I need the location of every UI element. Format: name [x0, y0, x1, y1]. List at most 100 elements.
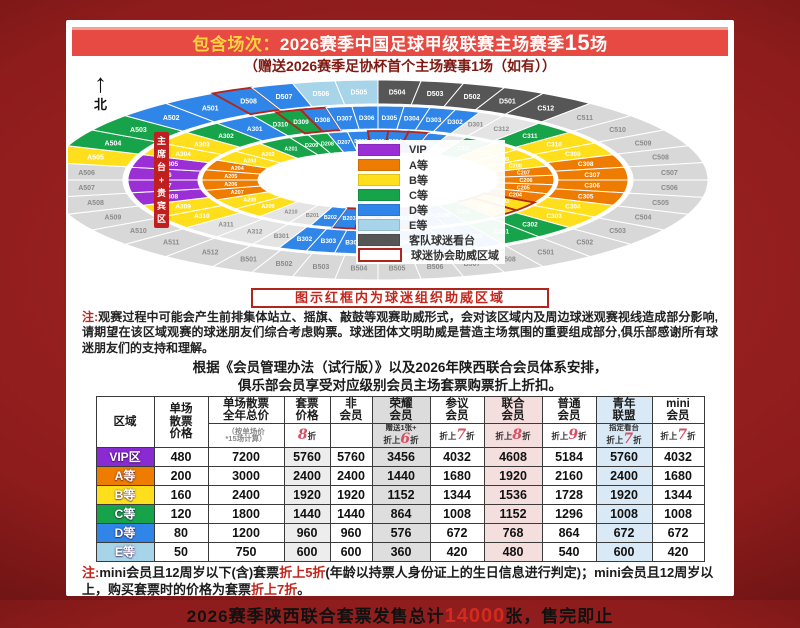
col-subheader: 指定看台 折上7折: [595, 423, 653, 448]
legend-item: D等: [358, 202, 499, 217]
zone-cell: C等: [95, 503, 155, 524]
price-cell: 4032: [651, 446, 705, 467]
price-cell: 1008: [429, 503, 485, 524]
assist-banner-wrap: 图示红框内为球迷组织助威区域: [66, 288, 734, 308]
price-cell: 2400: [329, 465, 373, 486]
price-cell: 50: [153, 541, 209, 562]
note-segment: mini会员且12周岁以下(含)套票: [99, 564, 280, 580]
zone-cell: A等: [95, 465, 155, 486]
price-cell: 672: [651, 522, 705, 543]
price-cell: 160: [153, 484, 209, 505]
legend-label: 球迷协会助威区域: [411, 249, 499, 262]
price-cell: 360: [371, 541, 431, 562]
note-segment: 折上7折: [251, 581, 298, 597]
price-cell: 768: [483, 522, 543, 543]
col-subheader: 折上7折: [429, 423, 485, 448]
legend-swatch: [358, 158, 400, 171]
north-arrow-icon: ↑: [94, 76, 107, 98]
table-row: B等 160 2400 1920 1920 1152 1344 1536 1728 1920 134…: [95, 484, 705, 505]
zone-cell: E等: [95, 541, 155, 562]
price-cell: 600: [283, 541, 331, 562]
price-cell: 672: [429, 522, 485, 543]
note-segment: 注:: [82, 310, 99, 324]
stadium-map: A512 A511 A510 A509 A508 A507 A506 A505 A504 A503…: [68, 76, 732, 286]
price-cell: 1680: [429, 465, 485, 486]
col-header: 单场散票 全年总价: [207, 396, 285, 425]
col-header: 参议 会员: [429, 396, 485, 425]
legend-swatch: [358, 188, 400, 201]
legend-label: E等: [409, 219, 428, 232]
banner-suffix: 场: [590, 35, 608, 54]
price-cell: 2400: [283, 465, 331, 486]
price-cell: 1440: [371, 465, 431, 486]
price-cell: 960: [329, 522, 373, 543]
price-cell: 120: [153, 503, 209, 524]
note-segment: 。: [297, 581, 311, 597]
price-cell: 1440: [283, 503, 331, 524]
zone-cell: B等: [95, 484, 155, 505]
price-cell: 600: [329, 541, 373, 562]
note-segment: 注:: [82, 564, 100, 580]
assist-banner: 图示红框内为球迷组织助威区域: [250, 288, 549, 308]
note-segment: 折上5折: [279, 564, 326, 580]
legend-swatch: [358, 247, 402, 262]
col-header: 荣耀 会员: [371, 396, 431, 425]
legend-swatch: [358, 173, 400, 186]
col-subheader: 赠送1张+ 折上6折: [371, 423, 431, 448]
price-cell: 1920: [483, 465, 543, 486]
banner-prefix: 包含场次：: [192, 35, 280, 54]
price-cell: 1920: [283, 484, 331, 505]
price-cell: 1728: [541, 484, 597, 505]
price-cell: 1920: [595, 484, 653, 505]
col-header: mini 会员: [651, 396, 705, 425]
price-cell: 1152: [371, 484, 431, 505]
legend-item: A等: [358, 157, 499, 172]
price-cell: 750: [207, 541, 285, 562]
table-row: VIP区 480 7200 5760 5760 3456 4032 4608 5184 5760 4…: [95, 446, 705, 467]
col-subheader: 8折: [283, 423, 331, 448]
legend-item: 客队球迷看台: [358, 232, 499, 247]
legend-swatch: [358, 203, 400, 216]
price-cell: 1680: [651, 465, 705, 486]
price-cell: 5760: [595, 446, 653, 467]
price-cell: 420: [651, 541, 705, 562]
poster-card: 包含场次：2026赛季中国足球甲级联赛主场赛季15场 （赠送2026赛季足协杯首…: [66, 20, 734, 627]
subtitle: （赠送2026赛季足协杯首个主场赛事1场（如有））: [244, 58, 556, 74]
col-subheader: 折上9折: [541, 423, 597, 448]
note-segment: (年龄以持票人身份证上的生日信息进行判定)；mini会员且12周岁以上，购买套票…: [82, 564, 714, 597]
price-cell: 2160: [541, 465, 597, 486]
legend-item: VIP: [358, 142, 499, 157]
price-cell: 5184: [541, 446, 597, 467]
col-subheader: [329, 423, 373, 448]
price-cell: 200: [153, 465, 209, 486]
legend-swatch: [358, 233, 400, 246]
banner-main: 2026赛季中国足球甲级联赛主场赛季: [279, 35, 565, 54]
price-cell: 1200: [207, 522, 285, 543]
price-cell: 1800: [207, 503, 285, 524]
zone-cell: D等: [95, 522, 155, 543]
legend-item: E等: [358, 217, 499, 232]
top-banner: 包含场次：2026赛季中国足球甲级联赛主场赛季15场: [72, 27, 728, 56]
price-cell: 480: [153, 446, 209, 467]
legend-label: A等: [409, 159, 428, 172]
viewing-notice: 注:观赛过程中可能会产生前排集体站立、摇旗、敲鼓等观赛助威形式，会对该区域内及周…: [66, 309, 734, 356]
price-cell: 576: [371, 522, 431, 543]
north-label: 北: [94, 97, 108, 112]
price-cell: 3456: [371, 446, 431, 467]
north-indicator: ↑ 北: [94, 76, 107, 113]
legend-item: B等: [358, 172, 499, 187]
legend-label: 客队球迷看台: [409, 234, 475, 247]
legend-label: C等: [409, 189, 428, 202]
table-row: E等 50 750 600 600 360 420 480 540 600 420: [95, 541, 705, 562]
legend-item: C等: [358, 187, 499, 202]
price-cell: 540: [541, 541, 597, 562]
price-cell: 1296: [541, 503, 597, 524]
member-policy: 根据《会员管理办法（试行版）》以及2026年陕西联合会员体系安排， 俱乐部会员享…: [192, 360, 608, 393]
col-header: 普通 会员: [541, 396, 597, 425]
table-row: D等 80 1200 960 960 576 672 768 864 672 672: [95, 522, 705, 543]
price-cell: 4608: [483, 446, 543, 467]
col-subheader: （按单场价 *15场计算）: [207, 423, 285, 448]
price-cell: 1008: [595, 503, 653, 524]
table-row: A等 200 3000 2400 2400 1440 1680 1920 2160 2400 168…: [95, 465, 705, 486]
legend-label: D等: [409, 204, 428, 217]
